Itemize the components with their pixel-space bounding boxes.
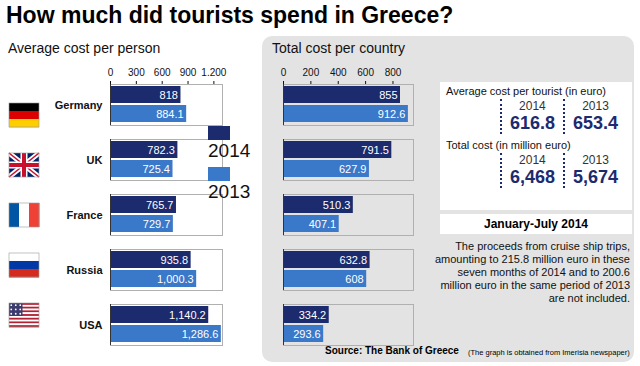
svg-text:400: 400 xyxy=(330,67,347,78)
html-text:Average cost per person: Average cost per person xyxy=(8,40,161,56)
svg-text:608: 608 xyxy=(345,273,363,285)
svg-text:791.5: 791.5 xyxy=(361,144,389,156)
svg-text:UK: UK xyxy=(87,154,103,166)
svg-text:200: 200 xyxy=(303,67,320,78)
html-text:How much did tourists spend in: How much did tourists spend in Greece? xyxy=(6,2,454,28)
svg-text:800: 800 xyxy=(385,67,402,78)
svg-text:1,000.3: 1,000.3 xyxy=(157,273,194,285)
svg-text:0: 0 xyxy=(108,67,114,78)
html-text:Source: The Bank of Greece: Source: The Bank of Greece xyxy=(325,345,459,356)
svg-text:Russia: Russia xyxy=(66,264,103,276)
svg-text:818: 818 xyxy=(160,89,178,101)
svg-text:407.1: 407.1 xyxy=(309,218,337,230)
html-text:Average cost per tourist (in e: Average cost per tourist (in euro) xyxy=(446,85,606,97)
svg-text:300: 300 xyxy=(128,67,145,78)
svg-text:912.6: 912.6 xyxy=(378,108,406,120)
html-text:2013: 2013 xyxy=(582,99,609,113)
svg-text:France: France xyxy=(66,209,102,221)
svg-text:627.9: 627.9 xyxy=(339,163,367,175)
html-text:616.8: 616.8 xyxy=(509,113,555,133)
html-text:2013: 2013 xyxy=(208,181,251,202)
svg-text:729.7: 729.7 xyxy=(143,218,171,230)
svg-text:600: 600 xyxy=(154,67,171,78)
svg-text:USA: USA xyxy=(79,319,102,331)
html-text:2014: 2014 xyxy=(208,140,251,161)
svg-text:1,140.2: 1,140.2 xyxy=(169,309,206,321)
html-text:6,468: 6,468 xyxy=(509,167,555,187)
svg-text:0: 0 xyxy=(281,67,287,78)
html-text:(The graph is obtained from Im: (The graph is obtained from Imerisia new… xyxy=(468,348,630,357)
html-text:2014: 2014 xyxy=(519,153,546,167)
svg-text:884.1: 884.1 xyxy=(156,108,184,120)
html-text:Total cost per country: Total cost per country xyxy=(272,40,406,56)
html-text:653.4: 653.4 xyxy=(573,113,618,133)
svg-text:1,286.6: 1,286.6 xyxy=(182,328,219,340)
svg-text:600: 600 xyxy=(357,67,374,78)
svg-text:935.8: 935.8 xyxy=(161,254,189,266)
html-text:The proceeds from cruise ship: The proceeds from cruise ship trips, amo… xyxy=(434,240,630,304)
svg-text:725.4: 725.4 xyxy=(142,163,170,175)
svg-text:334.2: 334.2 xyxy=(299,309,327,321)
svg-text:632.8: 632.8 xyxy=(340,254,368,266)
html-text:Total cost (in million euro): Total cost (in million euro) xyxy=(446,139,571,151)
html-text:5,674: 5,674 xyxy=(573,167,618,187)
html-text:2014: 2014 xyxy=(519,99,546,113)
svg-text:855: 855 xyxy=(379,89,397,101)
svg-text:765.7: 765.7 xyxy=(146,199,174,211)
svg-text:510.3: 510.3 xyxy=(323,199,351,211)
svg-text:1.200: 1.200 xyxy=(201,67,226,78)
svg-text:293.6: 293.6 xyxy=(293,328,321,340)
svg-text:900: 900 xyxy=(180,67,197,78)
html-text:2013: 2013 xyxy=(582,153,609,167)
html-text:January-July 2014: January-July 2014 xyxy=(484,217,588,231)
svg-text:Germany: Germany xyxy=(55,99,104,111)
svg-text:782.3: 782.3 xyxy=(147,144,175,156)
